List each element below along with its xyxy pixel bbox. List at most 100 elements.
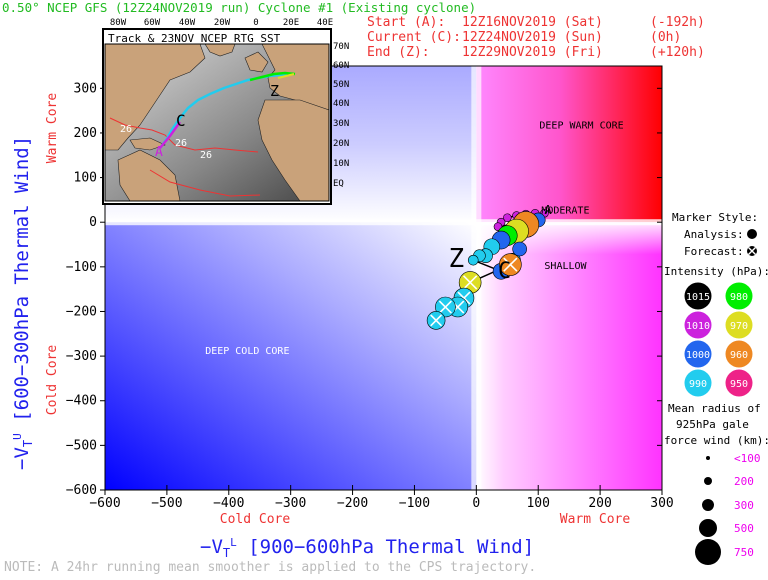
inset-lon-label: 40W [179,18,196,28]
start-time: 12Z16NOV2019 (Sat) [462,15,603,30]
sst-26-contour [109,117,259,153]
svg-text:1015: 1015 [686,292,710,303]
x-tick-label: 0 [472,496,480,511]
y-tick-label: −400 [66,394,97,409]
region-deep-cold [105,222,477,490]
start-offset: (-192h) [650,15,705,30]
svg-text:750: 750 [734,546,754,559]
radius-legend: <100 200 300 500 750 [695,452,761,565]
radius-legend-item: 200 [704,475,754,488]
trajectory-layer: A Z C [426,203,552,330]
x-axis-ticks: −600 −500 −400 −300 −200 −100 0 100 200 300 [89,485,674,511]
inset-map: 80W 60W 40W 20W 0 20E 40E Track & 23NOV NCEP R… [102,18,349,205]
legend-radius-title-2: 925hPa gale [676,418,749,431]
marker-start: A [544,203,552,217]
svg-text:−VTU [600−300hPa Thermal Wind]: −VTU [600−300hPa Thermal Wind] [11,136,35,470]
x-tick-label: −500 [151,496,182,511]
trajectory-point [467,254,479,266]
caribbean-land [129,137,166,151]
inset-lat-label: 30N [333,119,349,129]
inset-sst-label-3: 26 [200,150,212,161]
inset-track-forecast [249,71,296,82]
plot-frame [104,65,663,491]
marker-current: C [498,259,511,284]
inset-lat-label: 20N [333,139,349,149]
inset-lon-label: 60W [144,18,161,28]
end-label: End (Z): [367,45,430,60]
x-tick-label: −200 [337,496,368,511]
x-tick-label: −300 [275,496,306,511]
svg-text:990: 990 [689,379,707,390]
inset-lat-label: 60N [333,61,349,71]
radius-legend-item: <100 [706,452,761,465]
region-label-shallow: SHALLOW [544,261,587,272]
trajectory-point [502,213,512,223]
inset-lat-label: 50N [333,80,349,90]
intensity-legend-item: 980 [725,282,753,310]
inset-sst-label-1: 26 [120,124,132,135]
intensity-legend-item: 950 [725,369,753,397]
legend-forecast-label: Forecast: [684,245,744,258]
intensity-legend: 1015 980 1010 970 1000 960 990 950 [684,282,753,397]
svg-text:970: 970 [730,321,748,332]
y-tick-label: −500 [66,438,97,453]
british-isles-land [244,51,269,73]
x-note-warm-core: Warm Core [560,512,631,527]
current-time: 12Z24NOV2019 (Sun) [462,30,603,45]
svg-text:500: 500 [734,522,754,535]
legend: Marker Style: Analysis: Forecast: Intens… [664,211,768,565]
inset-latitude-labels: 70N 60N 50N 40N 30N 20N 10N EQ [333,42,349,189]
inset-longitude-labels: 80W 60W 40W 20W 0 20E 40E [110,18,333,28]
y-tick-label: 300 [74,81,97,96]
trajectory-point [499,253,522,276]
svg-text:980: 980 [730,292,748,303]
trajectory-point [435,296,456,318]
inset-lon-label: 0 [253,18,258,28]
inset-lon-label: 80W [110,18,127,28]
legend-intensity-title: Intensity (hPa): [664,265,768,278]
greenland-land [204,44,236,57]
legend-radius-title-1: Mean radius of [668,402,761,415]
inset-lat-label: EQ [333,179,344,189]
africa-land [257,99,329,201]
region-label-deep-cold: DEEP COLD CORE [205,346,289,357]
south-america-land [117,149,181,201]
sst-26-contour-south [149,169,261,197]
current-offset: (0h) [650,30,681,45]
europe-land [261,44,329,121]
y-note-warm-core: Warm Core [45,93,60,164]
inset-lat-label: 40N [333,99,349,109]
svg-text:1010: 1010 [686,321,710,332]
intensity-legend-item: 1010 [684,311,712,339]
y-tick-label: 0 [89,215,97,230]
x-tick-label: 300 [650,496,673,511]
svg-text:200: 200 [734,475,754,488]
inset-lat-label: 10N [333,159,349,169]
region-label-moderate: MODERATE [541,205,589,216]
x-tick-label: 100 [526,496,549,511]
radius-legend-item: 500 [699,519,754,537]
current-label: Current (C): [367,30,461,45]
x-axis-title: −VTL [900−600hPa Thermal Wind] [200,536,534,560]
y-tick-label: 100 [74,171,97,186]
inset-lat-label: 70N [333,42,349,52]
svg-text:<100: <100 [734,452,761,465]
inset-marker-a: A [155,145,163,160]
plot-background [105,66,662,490]
x-note-cold-core: Cold Core [220,512,291,527]
inset-lon-label: 20W [214,18,231,28]
x-tick-label: −400 [213,496,244,511]
y-axis-title: −VTU [600−300hPa Thermal Wind] [11,136,35,470]
start-label: Start (A): [367,15,445,30]
end-time: 12Z29NOV2019 (Fri) [462,45,603,60]
inset-lon-label: 20E [283,18,299,28]
intensity-legend-item: 1000 [684,340,712,368]
intensity-legend-item: 970 [725,311,753,339]
inset-track-early [159,121,182,149]
trajectory-point [512,241,527,257]
x-tick-label: 200 [588,496,611,511]
svg-text:1000: 1000 [686,350,710,361]
end-offset: (+120h) [650,45,705,60]
x-tick-label: −100 [399,496,430,511]
